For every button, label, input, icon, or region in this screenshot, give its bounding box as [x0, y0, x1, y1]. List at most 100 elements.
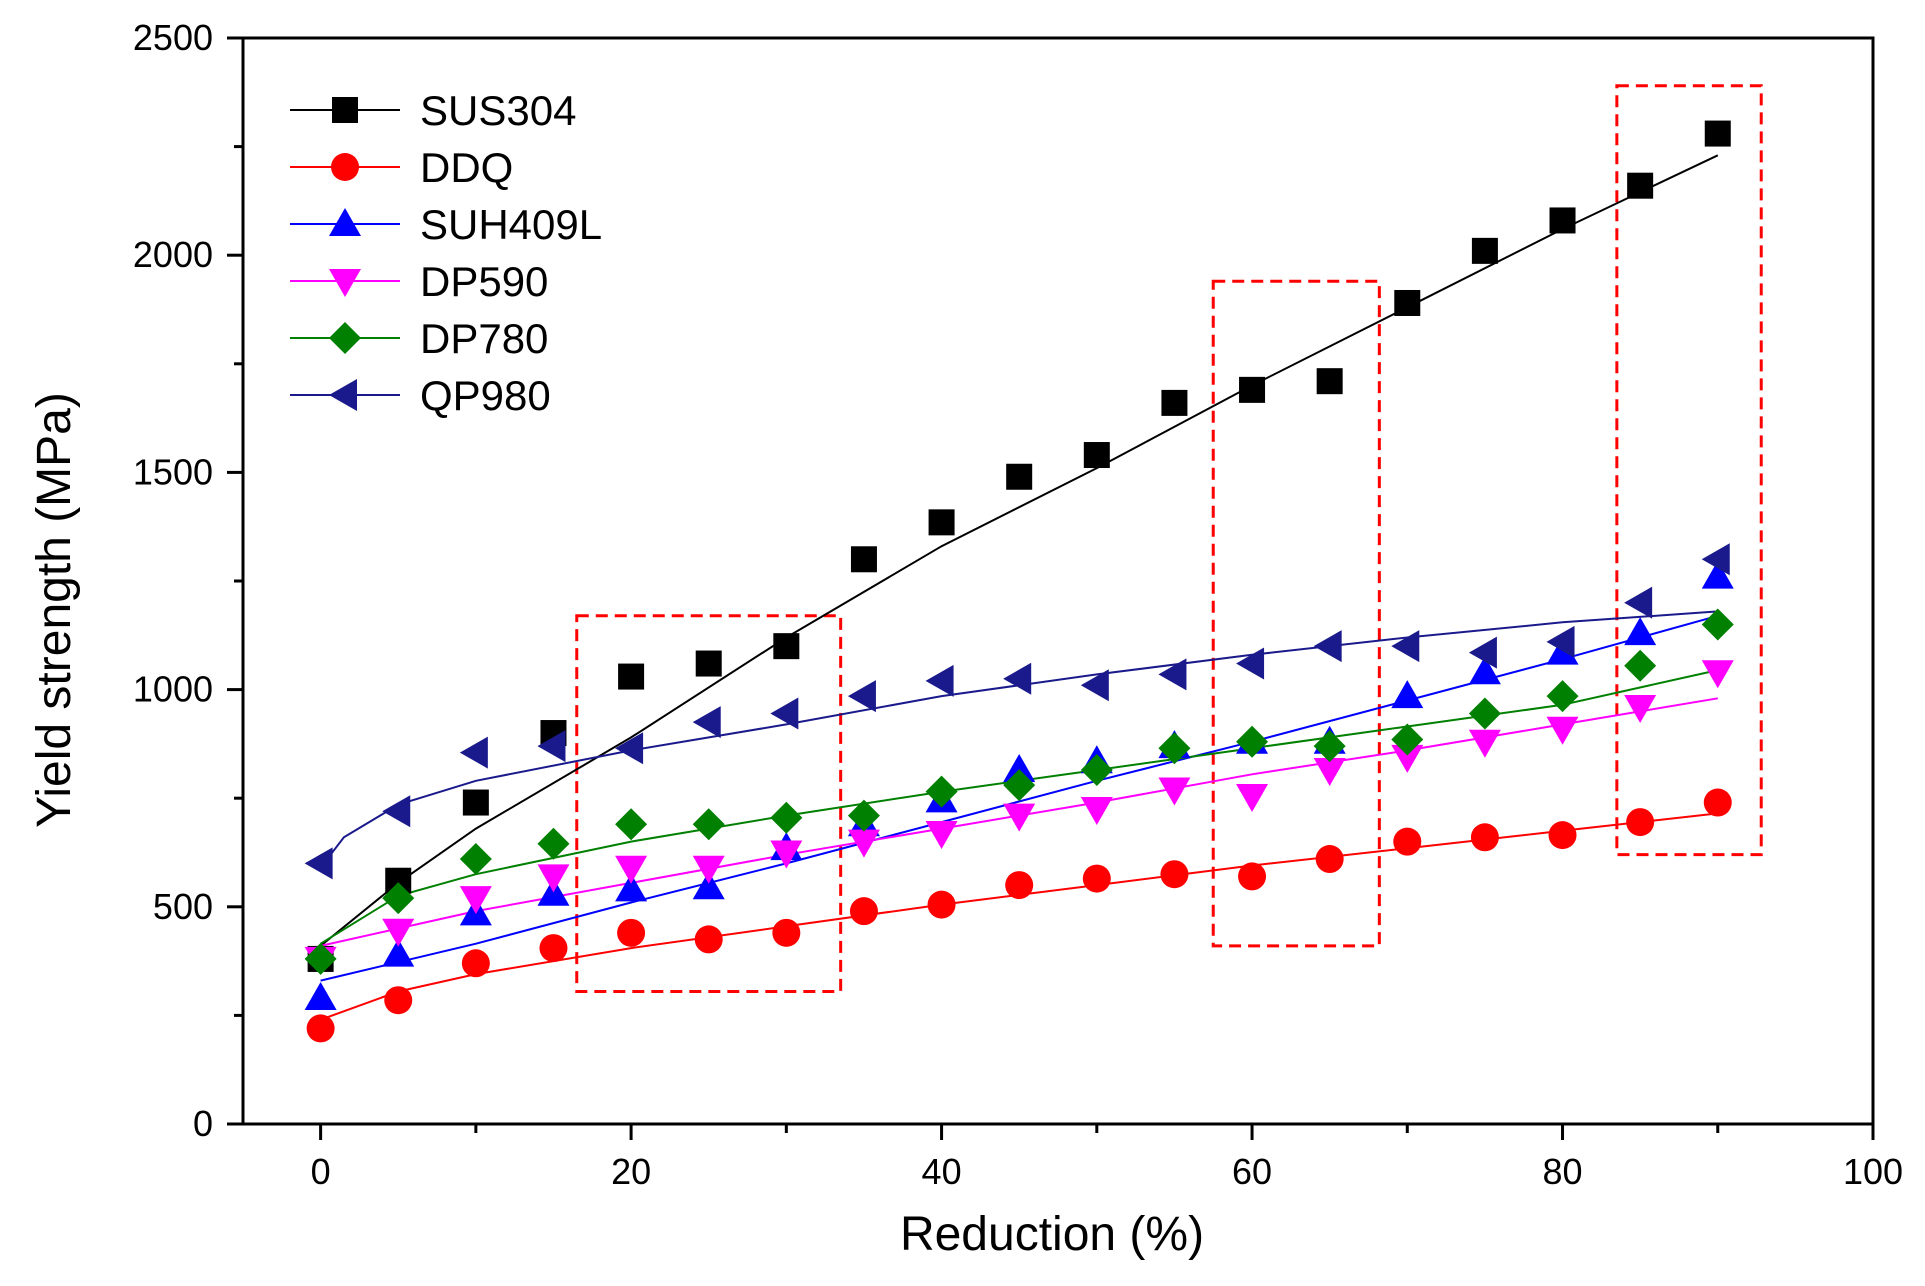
data-point-sus304 — [850, 546, 877, 573]
data-point-ddq — [539, 934, 568, 963]
data-point-qp980 — [1003, 662, 1032, 695]
data-point-dp780 — [1158, 732, 1191, 765]
data-point-ddq — [1005, 871, 1034, 900]
data-point-suh409l — [1624, 617, 1657, 646]
data-point-dp590 — [1391, 744, 1424, 773]
data-point-ddq — [1703, 788, 1732, 817]
data-point-dp780 — [537, 827, 570, 860]
data-point-suh409l — [304, 982, 337, 1011]
data-point-ddq — [1160, 860, 1189, 889]
data-point-ddq — [461, 949, 490, 978]
data-point-dp590 — [537, 864, 570, 893]
x-tick-label: 20 — [611, 1151, 651, 1192]
data-point-dp590 — [1468, 729, 1501, 758]
data-point-qp980 — [304, 847, 333, 880]
data-point-dp780 — [1313, 730, 1346, 763]
data-point-dp780 — [1391, 723, 1424, 756]
data-point-dp780 — [925, 775, 958, 808]
data-point-dp780 — [1236, 725, 1269, 758]
data-point-sus304 — [1083, 442, 1110, 469]
y-tick-label: 1000 — [133, 669, 213, 710]
data-point-sus304 — [1316, 368, 1343, 395]
data-point-dp780 — [1624, 649, 1657, 682]
data-point-ddq — [1470, 823, 1499, 852]
data-point-dp780 — [459, 843, 492, 876]
data-point-ddq — [1393, 827, 1422, 856]
legend-label-dp780: DP780 — [420, 315, 548, 362]
data-point-ddq — [1548, 821, 1577, 850]
data-point-dp780 — [1003, 769, 1036, 802]
data-point-sus304 — [1394, 289, 1421, 316]
data-point-dp590 — [382, 918, 415, 947]
data-point-sus304 — [773, 633, 800, 660]
data-point-sus304 — [462, 789, 489, 816]
legend-label-sus304: SUS304 — [420, 87, 576, 134]
data-point-dp590 — [1158, 777, 1191, 806]
data-point-sus304 — [695, 650, 722, 677]
data-point-sus304 — [1239, 376, 1266, 403]
data-point-ddq — [617, 918, 646, 947]
legend-marker-dp590 — [329, 269, 361, 297]
data-point-qp980 — [1080, 669, 1109, 702]
legend-label-qp980: QP980 — [420, 372, 551, 419]
data-point-dp590 — [1236, 784, 1269, 813]
data-point-dp590 — [692, 855, 725, 884]
data-point-qp980 — [1391, 630, 1420, 663]
data-point-sus304 — [1627, 172, 1654, 199]
data-point-suh409l — [615, 873, 648, 902]
data-point-dp590 — [1080, 797, 1113, 826]
data-point-dp780 — [382, 882, 415, 915]
data-point-dp780 — [1080, 753, 1113, 786]
data-point-ddq — [1315, 845, 1344, 874]
data-point-sus304 — [618, 663, 645, 690]
dashed-highlight-box — [575, 614, 843, 994]
y-tick-label: 0 — [193, 1103, 213, 1144]
legend-label-suh409l: SUH409L — [420, 201, 602, 248]
y-tick-label: 1500 — [133, 451, 213, 492]
data-point-qp980 — [382, 795, 411, 828]
data-point-ddq — [384, 986, 413, 1015]
x-tick-label: 80 — [1543, 1151, 1583, 1192]
data-point-dp780 — [770, 801, 803, 834]
data-point-sus304 — [1161, 389, 1188, 416]
data-point-dp780 — [304, 942, 337, 975]
data-point-suh409l — [1468, 656, 1501, 685]
data-point-dp780 — [847, 799, 880, 832]
y-tick-label: 500 — [153, 886, 213, 927]
data-point-ddq — [927, 890, 956, 919]
data-point-dp780 — [692, 808, 725, 841]
data-point-dp780 — [1546, 680, 1579, 713]
data-point-qp980 — [770, 697, 799, 730]
data-point-dp590 — [1624, 694, 1657, 723]
x-tick-label: 100 — [1843, 1151, 1903, 1192]
data-point-qp980 — [1546, 625, 1575, 658]
data-point-ddq — [1082, 864, 1111, 893]
data-point-qp980 — [1468, 636, 1497, 669]
legend-marker-suh409l — [329, 208, 361, 236]
data-point-qp980 — [1313, 630, 1342, 663]
data-point-qp980 — [847, 680, 876, 713]
data-point-qp980 — [537, 730, 566, 763]
data-point-qp980 — [925, 664, 954, 697]
data-point-dp590 — [1313, 757, 1346, 786]
legend-label-ddq: DDQ — [420, 144, 513, 191]
data-point-qp980 — [1701, 543, 1730, 576]
data-point-sus304 — [1704, 120, 1731, 147]
data-point-ddq — [772, 918, 801, 947]
data-point-suh409l — [1701, 560, 1734, 589]
x-axis-title: Reduction (%) — [900, 1208, 1204, 1261]
data-point-qp980 — [692, 706, 721, 739]
fit-line-ddq — [320, 812, 1718, 1021]
legend-label-dp590: DP590 — [420, 258, 548, 305]
x-tick-label: 60 — [1232, 1151, 1272, 1192]
data-point-qp980 — [1158, 658, 1187, 691]
data-point-ddq — [849, 897, 878, 926]
data-point-suh409l — [1003, 753, 1036, 782]
data-point-qp980 — [459, 736, 488, 769]
data-point-suh409l — [382, 938, 415, 967]
data-point-dp590 — [615, 855, 648, 884]
data-point-ddq — [694, 925, 723, 954]
legend-marker-dp780 — [329, 322, 361, 354]
data-point-qp980 — [1624, 586, 1653, 619]
